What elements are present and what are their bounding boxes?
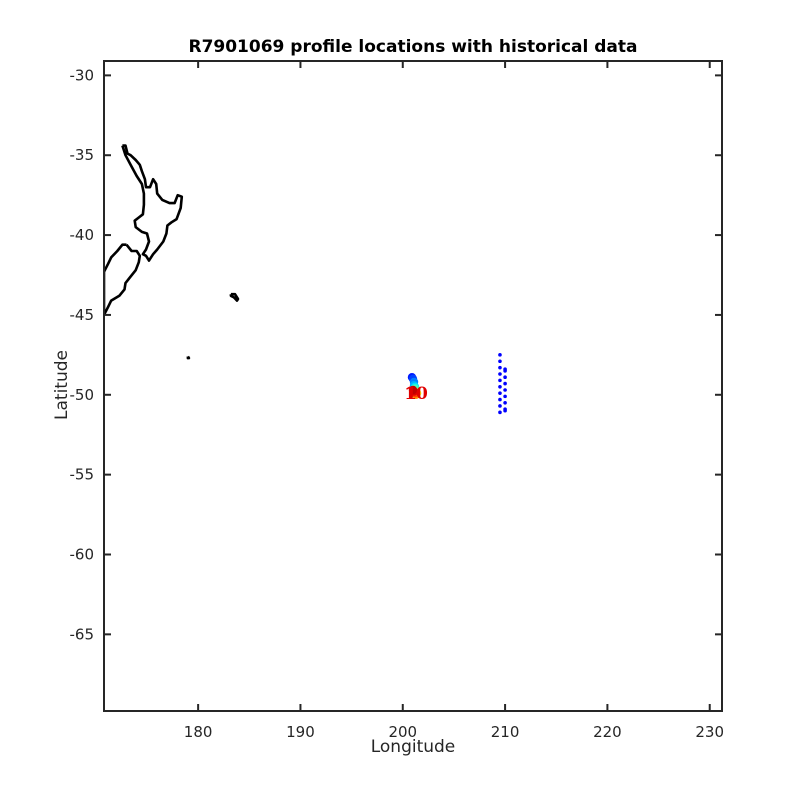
annotation-layer: 110 <box>404 384 428 404</box>
y-tick-label: -55 <box>70 466 95 484</box>
chart-title: R7901069 profile locations with historic… <box>188 37 637 57</box>
x-tick-label: 230 <box>695 723 724 741</box>
historical-point <box>503 400 507 405</box>
y-tick-label: -35 <box>70 146 95 164</box>
x-tick-label: 190 <box>286 723 315 741</box>
historical-point <box>503 388 507 392</box>
historical-point <box>498 384 502 389</box>
profile-label: 10 <box>404 384 428 404</box>
historical-data-layer <box>498 353 507 415</box>
historical-point <box>498 404 502 408</box>
historical-point <box>503 369 507 373</box>
historical-point <box>498 378 502 383</box>
historical-point <box>503 381 507 386</box>
historical-point <box>498 391 502 395</box>
profile-label: 1 <box>405 384 417 404</box>
coastline-chatham-islands <box>229 292 240 302</box>
historical-point <box>498 359 502 364</box>
historical-point <box>498 353 502 357</box>
coastline-south-island <box>104 243 142 317</box>
profile-locations-layer <box>407 373 422 399</box>
y-tick-label: -40 <box>70 226 95 244</box>
x-axis: 180 190 200 210 220 230 <box>184 61 724 741</box>
y-tick-label: -50 <box>70 386 95 404</box>
historical-point <box>498 410 502 415</box>
historical-point <box>498 372 502 376</box>
y-tick-label: -45 <box>70 306 95 324</box>
x-tick-label: 220 <box>593 723 622 741</box>
plot-frame <box>103 60 723 712</box>
y-axis-label: Latitude <box>52 350 72 420</box>
x-tick-label: 180 <box>184 723 213 741</box>
historical-point <box>498 365 502 370</box>
y-tick-label: -30 <box>70 66 95 84</box>
historical-point <box>498 397 502 402</box>
coastline-layer <box>104 144 240 360</box>
y-tick-label: -60 <box>70 545 95 563</box>
profile-point <box>408 385 418 395</box>
x-tick-label: 200 <box>388 723 417 741</box>
historical-point <box>503 408 507 413</box>
historical-point <box>503 394 507 399</box>
y-axis: -30 -35 -40 -45 -50 -55 -60 -65 <box>70 66 722 643</box>
x-tick-label: 210 <box>491 723 520 741</box>
coastline-antipodes-islands <box>186 355 191 360</box>
x-axis-label: Longitude <box>371 737 456 757</box>
y-tick-label: -65 <box>70 625 95 643</box>
coastline-north-island <box>121 144 184 262</box>
historical-point <box>503 375 507 380</box>
